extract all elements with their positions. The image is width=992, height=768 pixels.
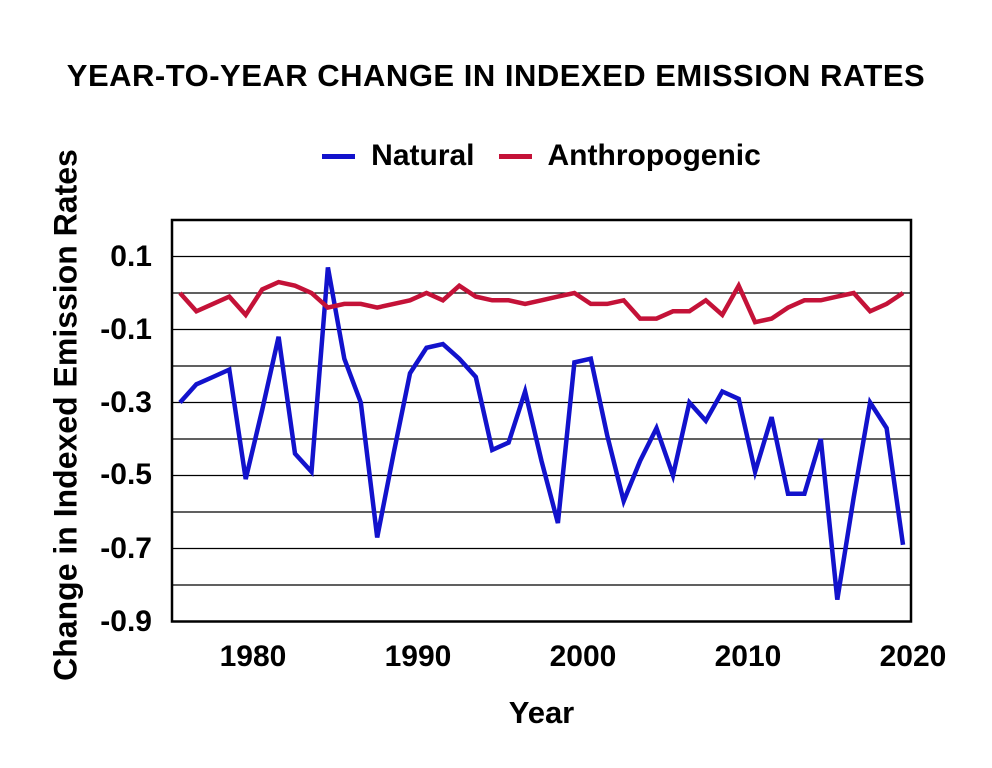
legend-label-anthropogenic: Anthropogenic: [547, 139, 761, 172]
y-tick-label: -0.1: [100, 313, 152, 346]
legend: Natural Anthropogenic: [172, 138, 911, 174]
y-tick-label: -0.7: [100, 532, 152, 565]
legend-label-natural: Natural: [371, 139, 475, 172]
y-tick-label: -0.9: [100, 605, 152, 638]
chart-title: YEAR-TO-YEAR CHANGE IN INDEXED EMISSION …: [66, 58, 926, 93]
y-tick-label: 0.1: [110, 240, 152, 273]
x-axis-title: Year: [508, 695, 575, 730]
x-tick-label: 2010: [714, 640, 782, 673]
gridlines: [172, 255, 911, 586]
plot-border: [170, 218, 913, 623]
y-tick-label: -0.3: [100, 386, 152, 419]
y-tick-label: -0.5: [100, 458, 152, 491]
x-tick-label: 1990: [384, 640, 452, 673]
x-tick-label: 1980: [219, 640, 287, 673]
anthropogenic-legend-swatch-icon: [498, 153, 532, 159]
natural-legend-swatch-icon: [322, 153, 356, 159]
series-lines: [178, 267, 906, 600]
x-tick-label: 2020: [879, 640, 947, 673]
x-tick-label: 2000: [549, 640, 617, 673]
